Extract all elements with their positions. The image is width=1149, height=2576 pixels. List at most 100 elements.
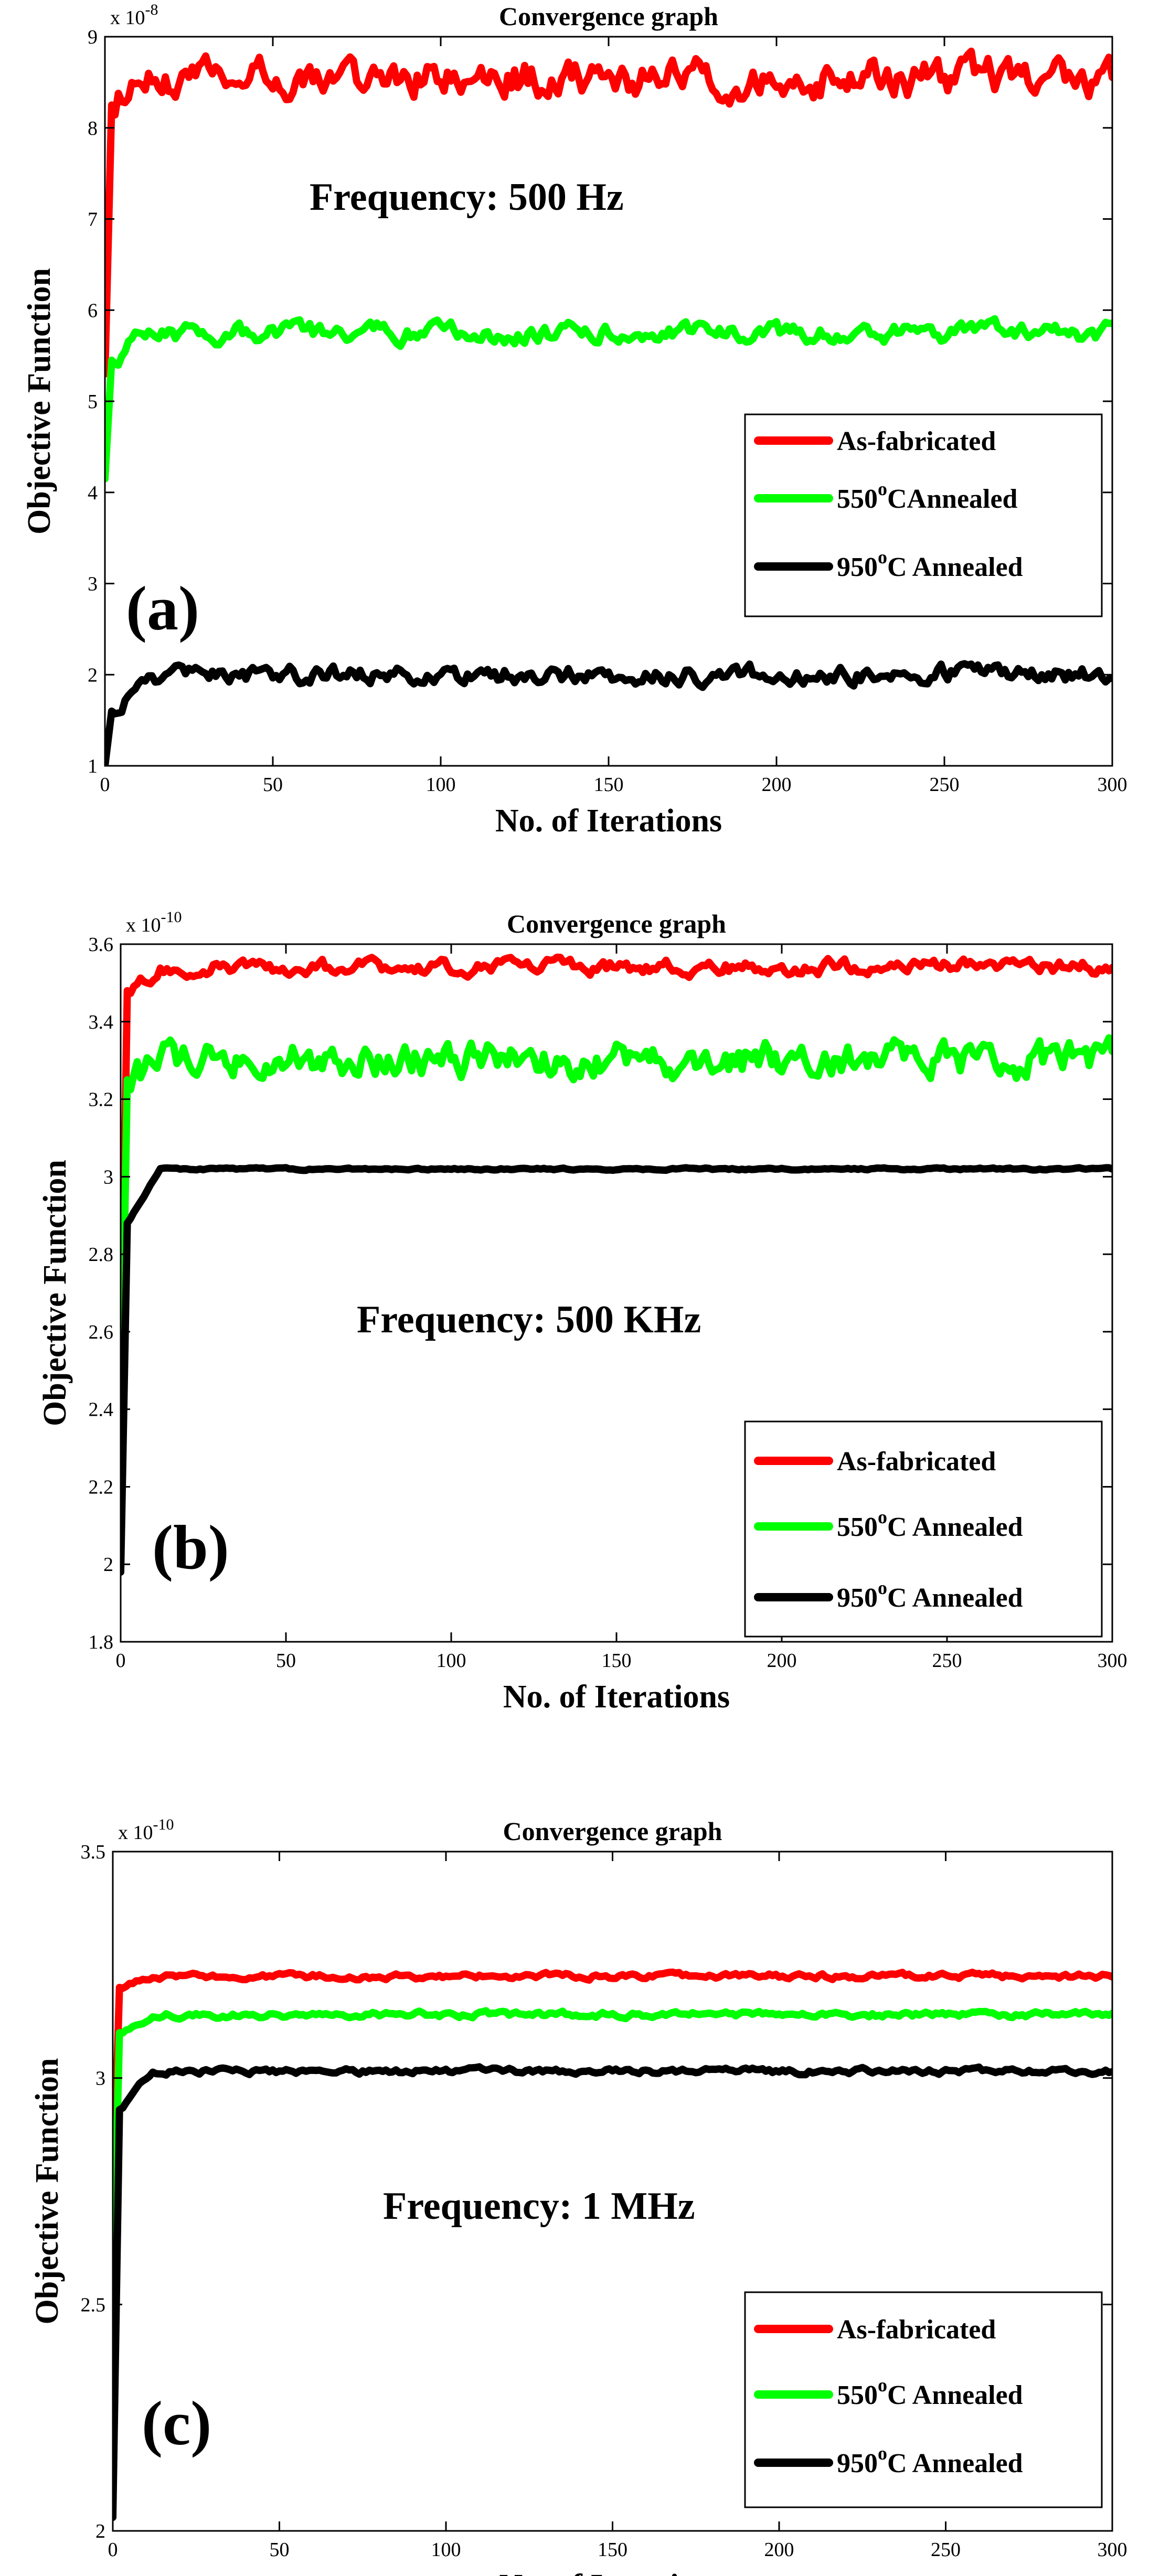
y-tick-label: 7	[88, 209, 98, 231]
series-line-0	[113, 1968, 1112, 2218]
legend-entry-degree: o	[878, 478, 887, 499]
y-exponent-value: -8	[145, 1, 158, 18]
y-tick-label: 2	[88, 664, 98, 686]
x-tick-label: 150	[598, 2539, 627, 2561]
x-tick-label: 50	[263, 774, 283, 796]
y-exponent-value: -10	[153, 1816, 174, 1833]
legend-entry-degree: o	[878, 1577, 887, 1598]
frequency-annotation: Frequency: 500 Hz	[310, 176, 624, 219]
series-group	[121, 954, 1112, 1576]
x-tick-label: 100	[431, 2539, 461, 2561]
y-tick-label: 3.5	[81, 1841, 106, 1863]
x-tick-label: 200	[762, 774, 792, 796]
series-group	[105, 47, 1112, 766]
legend-entry-degree: o	[878, 547, 887, 568]
y-axis-label: Objective Function	[29, 2058, 65, 2325]
legend-entry-degree: o	[878, 2443, 887, 2464]
x-tick-label: 250	[932, 1650, 962, 1672]
legend-entry: As-fabricated	[837, 1447, 996, 1477]
legend-entry: 550oC Annealed	[837, 2375, 1023, 2410]
chart-title: Convergence graph	[499, 2, 718, 31]
x-tick-label: 250	[930, 774, 960, 796]
legend-entry-suffix: C Annealed	[887, 552, 1023, 582]
chart-title: Convergence graph	[507, 909, 726, 938]
y-tick-label: 3.4	[89, 1011, 114, 1033]
legend-entry: 550oC Annealed	[837, 1506, 1023, 1542]
y-tick-label: 2.6	[89, 1321, 114, 1343]
legend-entry-name: 950	[837, 1583, 878, 1613]
legend-entry: As-fabricated	[837, 426, 996, 456]
x-tick-label: 150	[594, 774, 624, 796]
x-tick-label: 200	[764, 2539, 794, 2561]
series-line-1	[121, 1034, 1112, 1452]
x-tick-label: 300	[1098, 2539, 1127, 2561]
y-tick-label: 3	[95, 2068, 105, 2090]
legend-entry: 550oCAnnealed	[837, 478, 1018, 514]
legend-entry-suffix: CAnnealed	[887, 484, 1018, 514]
x-tick-label: 0	[116, 1650, 126, 1672]
y-tick-label: 3.6	[89, 934, 114, 956]
y-tick-label: 3	[103, 1166, 113, 1188]
x-axis-label: No. of Iterations	[503, 1679, 730, 1715]
series-line-1	[105, 315, 1112, 483]
x-tick-label: 50	[270, 2539, 290, 2561]
legend-entry-suffix: C Annealed	[887, 1583, 1023, 1613]
x-tick-label: 300	[1098, 774, 1127, 796]
x-tick-label: 150	[602, 1650, 632, 1672]
frequency-annotation: Frequency: 1 MHz	[383, 2185, 695, 2228]
x-tick-label: 100	[437, 1650, 466, 1672]
y-axis-label: Objective Function	[22, 268, 57, 535]
x-tick-label: 0	[100, 774, 110, 796]
panel-label: (a)	[126, 573, 199, 643]
series-line-2	[113, 2063, 1112, 2521]
legend-entry-name: 550	[837, 2380, 878, 2410]
y-exponent-label: x 10-10	[118, 1816, 174, 1844]
y-tick-label: 1.8	[89, 1631, 114, 1653]
legend-entry-name: As-fabricated	[837, 2315, 996, 2345]
legend-entry-degree: o	[878, 1506, 887, 1527]
x-axis-label: No. of Iterations	[495, 803, 722, 839]
y-tick-label: 2.2	[89, 1476, 114, 1498]
x-tick-label: 100	[426, 774, 456, 796]
x-tick-label: 200	[767, 1650, 797, 1672]
y-tick-label: 8	[88, 117, 98, 140]
x-tick-label: 250	[931, 2539, 961, 2561]
x-tick-label: 0	[108, 2539, 118, 2561]
y-tick-label: 9	[88, 26, 98, 48]
frequency-annotation: Frequency: 500 KHz	[357, 1298, 701, 1341]
legend-entry: 950oC Annealed	[837, 547, 1023, 582]
series-line-2	[121, 1164, 1112, 1576]
x-tick-label: 50	[276, 1650, 296, 1672]
series-line-0	[121, 954, 1112, 1413]
legend-entry-name: As-fabricated	[837, 426, 996, 456]
chart-panel-1: Convergence graph x 10-10 0 50 100 150 200 250 3…	[37, 908, 1127, 1715]
legend-entry: 950oC Annealed	[837, 1577, 1023, 1613]
legend-entry-suffix: C Annealed	[887, 1512, 1023, 1542]
series-group	[113, 1968, 1112, 2521]
legend-entry-name: 950	[837, 2449, 878, 2478]
series-line-0	[105, 47, 1112, 378]
y-tick-label: 2	[95, 2520, 105, 2542]
series-line-2	[105, 660, 1112, 766]
x-tick-label: 300	[1098, 1650, 1127, 1672]
panel-label: (c)	[142, 2388, 211, 2458]
y-tick-label: 5	[88, 391, 98, 413]
legend-entry-degree: o	[878, 2375, 887, 2396]
x-axis-label: No. of Iterations	[499, 2568, 726, 2576]
legend-entry-name: As-fabricated	[837, 1447, 996, 1477]
y-tick-label: 2.4	[89, 1399, 114, 1421]
legend-entry-suffix: C Annealed	[887, 2449, 1023, 2478]
chart-panel-0: Convergence graph x 10-8 0 50 100 150 200 250 30…	[22, 1, 1127, 839]
y-tick-label: 3	[88, 573, 98, 595]
legend-entry-name: 550	[837, 484, 878, 514]
y-tick-label: 6	[88, 300, 98, 322]
legend-entry-name: 950	[837, 552, 878, 582]
y-tick-label: 2.8	[89, 1244, 114, 1266]
panel-label: (b)	[152, 1512, 229, 1582]
y-exponent-value: -10	[161, 908, 182, 926]
legend-entry: 950oC Annealed	[837, 2443, 1023, 2478]
